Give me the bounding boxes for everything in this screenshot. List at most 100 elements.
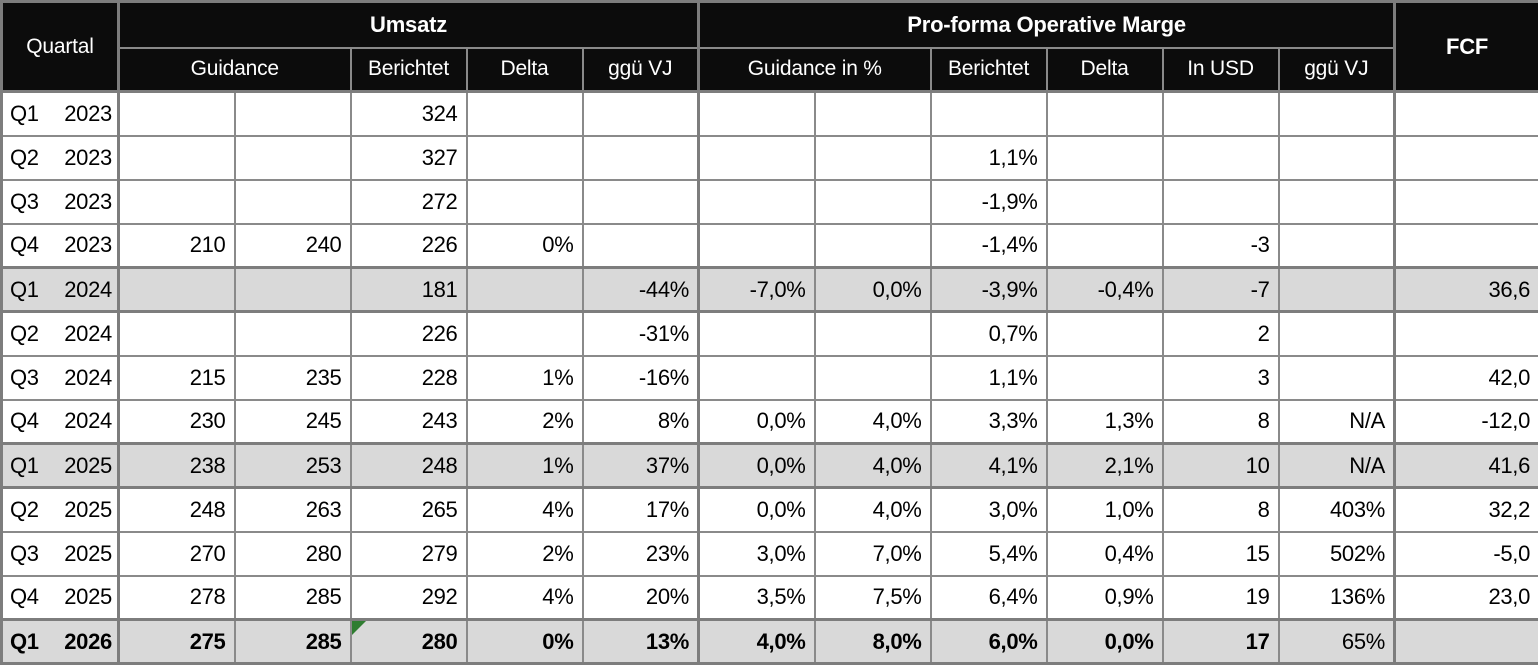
data-cell[interactable]: 240 (235, 224, 351, 268)
header-group-marge[interactable]: Pro-forma Operative Marge (699, 2, 1395, 48)
data-cell[interactable] (235, 136, 351, 180)
data-cell[interactable]: -0,4% (1047, 268, 1163, 312)
data-cell[interactable]: 210 (119, 224, 235, 268)
data-cell[interactable] (119, 92, 235, 136)
data-cell[interactable]: 23,0 (1395, 576, 1538, 620)
data-cell[interactable] (1279, 268, 1395, 312)
data-cell[interactable]: 228 (351, 356, 467, 400)
data-cell[interactable]: -7 (1163, 268, 1279, 312)
data-cell[interactable]: 403% (1279, 488, 1395, 532)
data-cell[interactable]: 0,0% (699, 400, 815, 444)
data-cell[interactable]: 235 (235, 356, 351, 400)
data-cell[interactable]: 5,4% (931, 532, 1047, 576)
data-cell[interactable]: 4,0% (815, 488, 931, 532)
data-cell[interactable]: -16% (583, 356, 699, 400)
data-cell[interactable]: 37% (583, 444, 699, 488)
data-cell[interactable] (467, 312, 583, 356)
data-cell[interactable]: 4% (467, 488, 583, 532)
data-cell[interactable]: 292 (351, 576, 467, 620)
data-cell[interactable] (235, 312, 351, 356)
data-cell[interactable]: 4,0% (815, 444, 931, 488)
data-cell[interactable]: 0,0% (1047, 620, 1163, 664)
data-cell[interactable]: 248 (119, 488, 235, 532)
data-cell[interactable] (699, 136, 815, 180)
data-cell[interactable]: 36,6 (1395, 268, 1538, 312)
data-cell[interactable] (815, 136, 931, 180)
data-cell[interactable]: -3 (1163, 224, 1279, 268)
data-cell[interactable]: 270 (119, 532, 235, 576)
data-cell[interactable] (699, 356, 815, 400)
data-cell[interactable]: 215 (119, 356, 235, 400)
data-cell[interactable]: 136% (1279, 576, 1395, 620)
data-cell[interactable] (815, 312, 931, 356)
data-cell[interactable]: 42,0 (1395, 356, 1538, 400)
data-cell[interactable]: 285 (235, 576, 351, 620)
data-cell[interactable] (931, 92, 1047, 136)
data-cell[interactable] (235, 180, 351, 224)
data-cell[interactable] (1279, 92, 1395, 136)
data-cell[interactable]: 17% (583, 488, 699, 532)
data-cell[interactable] (815, 92, 931, 136)
data-cell[interactable] (1047, 224, 1163, 268)
data-cell[interactable]: -7,0% (699, 268, 815, 312)
data-cell[interactable] (699, 180, 815, 224)
data-cell[interactable] (235, 268, 351, 312)
data-cell[interactable]: N/A (1279, 444, 1395, 488)
data-cell[interactable]: 502% (1279, 532, 1395, 576)
data-cell[interactable]: 0,4% (1047, 532, 1163, 576)
data-cell[interactable]: 278 (119, 576, 235, 620)
data-cell[interactable]: 0% (467, 620, 583, 664)
data-cell[interactable]: 248 (351, 444, 467, 488)
data-cell[interactable]: -3,9% (931, 268, 1047, 312)
data-cell[interactable]: 19 (1163, 576, 1279, 620)
data-cell[interactable]: 65% (1279, 620, 1395, 664)
data-cell[interactable] (467, 136, 583, 180)
data-cell[interactable]: -44% (583, 268, 699, 312)
data-cell[interactable]: 2 (1163, 312, 1279, 356)
header-group-umsatz[interactable]: Umsatz (119, 2, 699, 48)
data-cell[interactable] (467, 92, 583, 136)
data-cell[interactable]: 253 (235, 444, 351, 488)
data-cell[interactable]: 8% (583, 400, 699, 444)
data-cell[interactable] (1047, 356, 1163, 400)
data-cell[interactable]: 324 (351, 92, 467, 136)
header-marge-guidance[interactable]: Guidance in % (699, 48, 931, 92)
data-cell[interactable]: 2% (467, 400, 583, 444)
data-cell[interactable]: 245 (235, 400, 351, 444)
data-cell[interactable]: 41,6 (1395, 444, 1538, 488)
header-umsatz-ggvj[interactable]: ggü VJ (583, 48, 699, 92)
data-cell[interactable] (1279, 180, 1395, 224)
data-cell[interactable]: 2% (467, 532, 583, 576)
data-cell[interactable]: 32,2 (1395, 488, 1538, 532)
data-cell[interactable] (583, 136, 699, 180)
data-cell[interactable]: 7,0% (815, 532, 931, 576)
data-cell[interactable]: 265 (351, 488, 467, 532)
header-quartal[interactable]: Quartal (2, 2, 119, 92)
data-cell[interactable]: 0% (467, 224, 583, 268)
data-cell[interactable]: 275 (119, 620, 235, 664)
data-cell[interactable] (467, 268, 583, 312)
data-cell[interactable]: 2,1% (1047, 444, 1163, 488)
data-cell[interactable]: 279 (351, 532, 467, 576)
data-cell[interactable]: 4,1% (931, 444, 1047, 488)
data-cell[interactable]: 226 (351, 312, 467, 356)
header-marge-berichtet[interactable]: Berichtet (931, 48, 1047, 92)
data-cell[interactable]: 1,1% (931, 136, 1047, 180)
data-cell[interactable] (1047, 180, 1163, 224)
data-cell[interactable] (1163, 136, 1279, 180)
data-cell[interactable] (1395, 92, 1538, 136)
data-cell[interactable]: 1,3% (1047, 400, 1163, 444)
data-cell[interactable]: 3,0% (699, 532, 815, 576)
data-cell[interactable] (815, 356, 931, 400)
data-cell[interactable]: 8,0% (815, 620, 931, 664)
data-cell[interactable] (119, 268, 235, 312)
data-cell[interactable]: 6,0% (931, 620, 1047, 664)
data-cell[interactable]: 3,5% (699, 576, 815, 620)
